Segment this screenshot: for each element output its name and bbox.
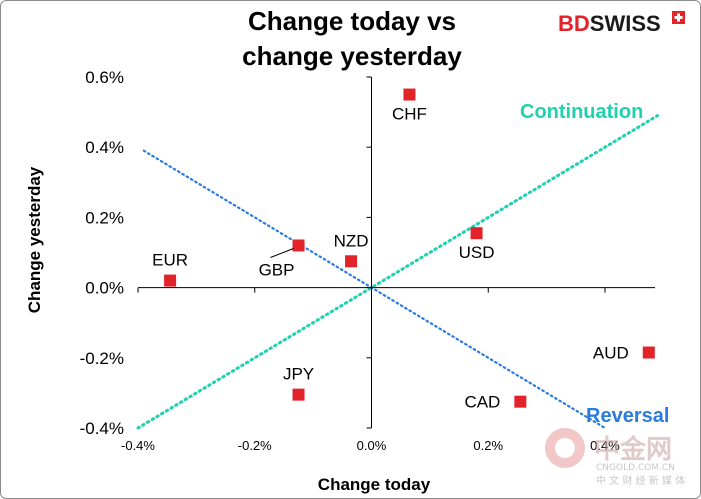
point-label: EUR <box>152 251 188 270</box>
reference-lines <box>136 114 660 430</box>
data-points: CHF USD NZD GBP EUR JPY CAD AUD <box>152 88 655 412</box>
point-marker <box>642 346 655 359</box>
axes <box>138 77 655 428</box>
leader-line <box>270 248 294 258</box>
x-tick-label: 0.2% <box>473 438 503 453</box>
y-tick-label: -0.2% <box>80 349 124 368</box>
chart-title-line-1: Change today vs <box>248 6 456 36</box>
point-marker <box>514 395 527 408</box>
point-cad: CAD <box>464 393 527 412</box>
y-tick-label: 0.6% <box>85 68 124 87</box>
reference-line-reversal <box>142 149 607 430</box>
x-tick-label: 0.4% <box>590 438 620 453</box>
x-tick-label: -0.2% <box>238 438 272 453</box>
brand-logo-swiss: SWISS <box>590 11 661 36</box>
point-label: JPY <box>283 365 314 384</box>
point-marker <box>164 274 177 287</box>
svg-text:BDSWISS: BDSWISS <box>558 11 661 36</box>
x-tick-label: 0.0% <box>357 438 387 453</box>
reference-line-continuation <box>136 114 660 430</box>
point-marker <box>470 227 483 240</box>
y-tick-label: 0.0% <box>85 279 124 298</box>
y-axis-title: Change yesterday <box>25 166 44 313</box>
point-label: AUD <box>593 344 629 363</box>
y-tick-label: -0.4% <box>80 419 124 438</box>
tick-labels: -0.4% -0.2% 0.0% 0.2% 0.4% 0.6% 0.4% 0.2% 0.0% -0… <box>80 68 621 453</box>
reversal-label: Reversal <box>586 405 669 427</box>
y-tick-label: 0.2% <box>85 208 124 227</box>
chart-title-line-2: change yesterday <box>242 41 462 71</box>
point-usd: USD <box>459 227 495 262</box>
point-eur: EUR <box>152 251 188 287</box>
brand-logo: BDSWISS <box>558 11 685 36</box>
continuation-label: Continuation <box>520 101 643 123</box>
point-marker <box>345 255 358 268</box>
point-chf: CHF <box>392 88 427 124</box>
point-label: CHF <box>392 105 427 124</box>
point-gbp: GBP <box>259 239 305 279</box>
point-marker <box>403 88 416 101</box>
point-jpy: JPY <box>283 365 314 401</box>
point-marker <box>292 239 305 252</box>
brand-cross-v <box>677 13 680 22</box>
point-marker <box>292 388 305 401</box>
watermark: 中金网 CNGOLD.COM.CN 中 文 财 经 新 媒 体 <box>545 428 685 487</box>
watermark-tagline: 中 文 财 经 新 媒 体 <box>596 474 685 487</box>
watermark-name: 中金网 <box>594 434 672 465</box>
point-label: CAD <box>464 393 500 412</box>
point-label: GBP <box>259 260 295 279</box>
watermark-domain: CNGOLD.COM.CN <box>596 463 675 473</box>
point-label: NZD <box>334 231 369 250</box>
y-tick-label: 0.4% <box>85 138 124 157</box>
point-label: USD <box>459 243 495 262</box>
brand-logo-bd: BD <box>558 11 590 36</box>
x-axis-title: Change today <box>318 475 431 494</box>
point-nzd: NZD <box>334 231 369 268</box>
x-tick-label: -0.4% <box>121 438 155 453</box>
point-aud: AUD <box>593 344 655 363</box>
